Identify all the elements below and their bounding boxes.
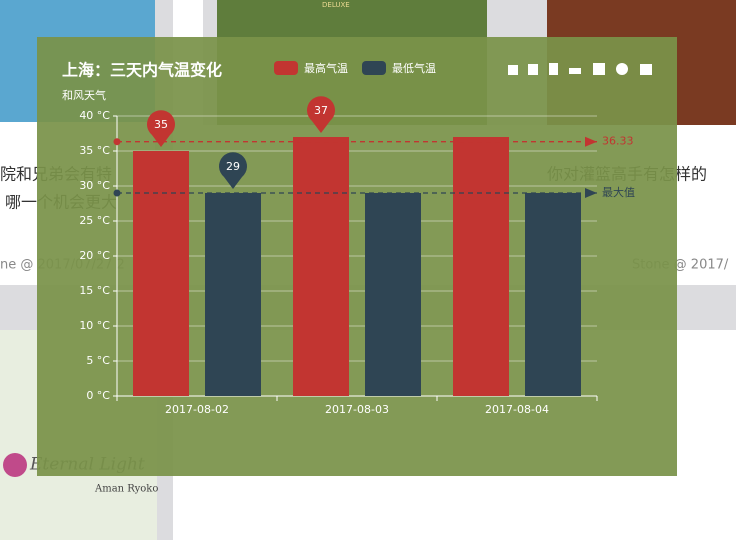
mark-line-arrow (585, 136, 597, 147)
legend-label: 最高气温 (304, 61, 348, 75)
y-tick-label: 0 °C (86, 389, 110, 402)
bar (133, 151, 189, 396)
y-tick-label: 10 °C (79, 319, 110, 332)
flower (3, 453, 27, 477)
mark-line-start (113, 138, 121, 146)
plot: 最高气温 最低气温 0 °C 5 °C 10 °C 15 °C 20 °C 25 °C 30 °… (79, 61, 635, 416)
y-tick-label: 40 °C (79, 109, 110, 122)
tool-icon[interactable] (640, 64, 652, 75)
bg-text: DELUXE (322, 1, 350, 9)
mark-point (218, 152, 247, 189)
x-tick-label: 2017-08-04 (485, 403, 549, 416)
bg-text: Aman Ryoko (94, 484, 158, 495)
tool-icon[interactable] (508, 65, 518, 75)
mark-line-arrow (585, 188, 597, 198)
toolbox[interactable] (508, 63, 652, 75)
mark-line-start (113, 189, 121, 197)
mark-point-label: 29 (226, 160, 240, 173)
y-tick-label: 5 °C (86, 354, 110, 367)
y-tick-label: 35 °C (79, 144, 110, 157)
mark-point-label: 35 (154, 118, 168, 131)
legend-swatch (274, 61, 298, 75)
tool-icon[interactable] (549, 63, 558, 75)
bar (293, 137, 349, 396)
y-tick-label: 25 °C (79, 214, 110, 227)
y-tick-label: 30 °C (79, 179, 110, 192)
chart-title: 上海：三天内气温变化 (62, 61, 222, 80)
bar (205, 193, 261, 396)
bar (365, 193, 421, 396)
legend-swatch (362, 61, 386, 75)
legend-label: 最低气温 (392, 61, 436, 75)
bar (453, 137, 509, 396)
mark-line-label: 36.33 (602, 135, 634, 148)
x-tick-label: 2017-08-02 (165, 403, 229, 416)
mark-point-label: 37 (314, 104, 328, 117)
y-tick-label: 20 °C (79, 249, 110, 262)
mark-point (147, 110, 176, 147)
mark-point (307, 96, 336, 133)
x-tick-label: 2017-08-03 (325, 403, 389, 416)
tool-icon[interactable] (616, 63, 628, 75)
mark-line-label: 最大值 (602, 185, 635, 199)
tool-icon[interactable] (569, 68, 581, 74)
chart-subtitle: 和风天气 (62, 88, 106, 102)
tool-icon[interactable] (528, 64, 538, 75)
bar (525, 193, 581, 396)
y-tick-label: 15 °C (79, 284, 110, 297)
tool-icon[interactable] (593, 63, 605, 75)
